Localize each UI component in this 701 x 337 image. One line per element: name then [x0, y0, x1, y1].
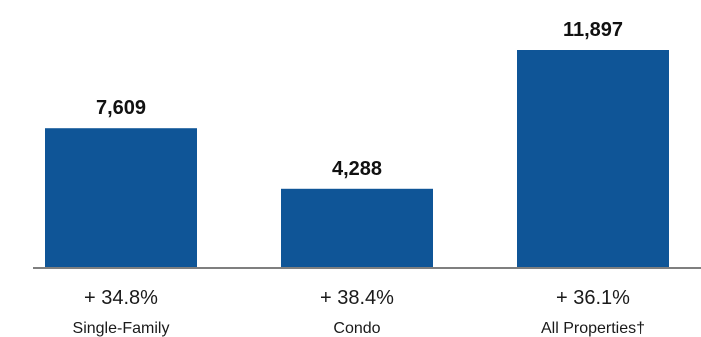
- change-label-condo: + 38.4%: [320, 287, 394, 309]
- value-label-condo: 4,288: [332, 158, 382, 180]
- change-label-all-properties: + 36.1%: [556, 287, 630, 309]
- value-label-all-properties: 11,897: [563, 19, 623, 41]
- category-label-single-family: Single-Family: [73, 320, 170, 337]
- bar-single-family: [45, 128, 197, 267]
- value-label-single-family: 7,609: [96, 97, 146, 119]
- category-label-condo: Condo: [333, 320, 380, 337]
- bar-all-properties: [517, 50, 669, 267]
- labels-group: 7,609 + 34.8% Single-Family 4,288 + 38.4% Con…: [73, 19, 645, 337]
- category-label-all-properties: All Properties†: [541, 320, 645, 337]
- bar-condo: [281, 188, 433, 267]
- bars-group: [45, 50, 669, 267]
- change-label-single-family: + 34.8%: [84, 287, 158, 309]
